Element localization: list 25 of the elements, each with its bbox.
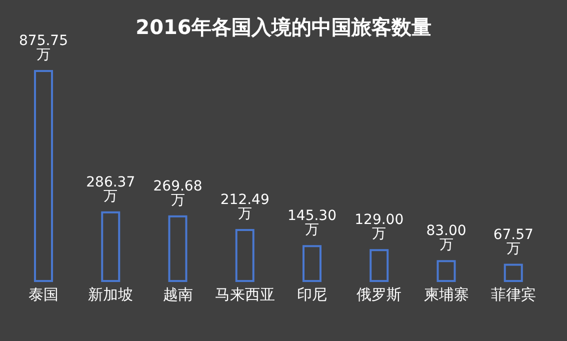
data-label: 83.00 万 (426, 223, 466, 254)
x-tick-label: 越南 (162, 286, 193, 304)
bar (302, 245, 322, 282)
bar (101, 211, 120, 282)
bar (168, 215, 188, 282)
chart-title: 2016年各国入境的中国旅客数量 (136, 15, 432, 39)
bar (370, 249, 389, 282)
data-label: 129.00 万 (354, 212, 404, 242)
x-tick-label: 泰国 (28, 286, 59, 304)
data-label: 212.49 万 (220, 192, 270, 222)
x-tick-label: 俄罗斯 (356, 286, 402, 304)
bar (436, 260, 456, 282)
x-tick-label: 柬埔寨 (424, 286, 469, 304)
x-tick-label: 马来西亚 (214, 286, 275, 304)
x-tick-label: 印尼 (297, 286, 328, 304)
data-label: 67.57 万 (493, 226, 534, 257)
data-label: 145.30 万 (288, 208, 336, 238)
bar (504, 264, 523, 282)
x-tick-label: 新加坡 (88, 286, 134, 304)
data-label: 269.68 万 (153, 178, 202, 208)
bar (235, 229, 254, 282)
data-label: 875.75 万 (19, 33, 68, 63)
data-label: 286.37 万 (86, 174, 136, 204)
x-tick-label: 菲律宾 (490, 286, 536, 304)
bar (34, 70, 53, 282)
